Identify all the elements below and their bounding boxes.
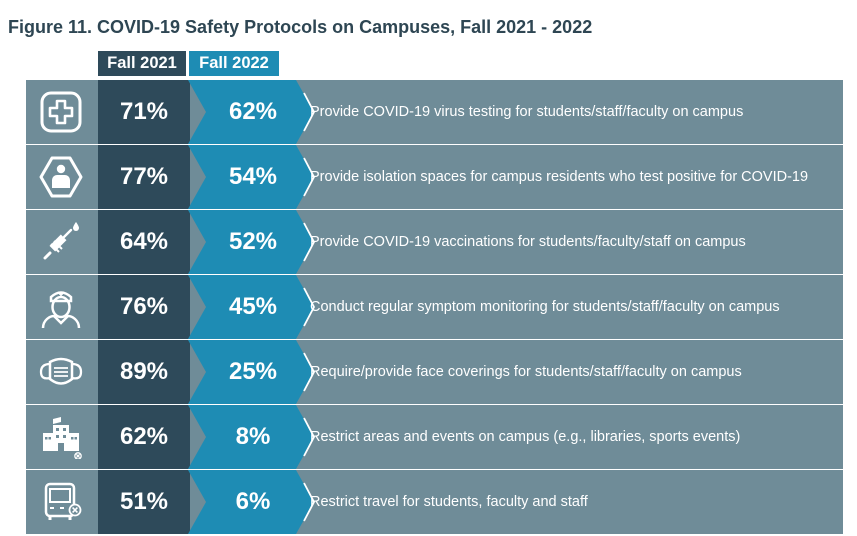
fall-2021-cell [98, 275, 190, 339]
fall-2022-value: 8% [235, 423, 271, 450]
nurse-icon [26, 275, 96, 339]
protocol-row: 51% 6% Restrict travel for students, facul… [26, 470, 843, 534]
fall-2021-value: 62% [119, 423, 169, 450]
fall-2021-cell [98, 405, 190, 469]
fall-2021-value: 51% [119, 488, 169, 515]
fall-2021-value: 64% [119, 228, 169, 255]
fall-2022-value: 6% [235, 488, 271, 515]
protocol-label: Provide isolation spaces for campus resi… [310, 169, 809, 185]
syringe-icon [26, 210, 96, 274]
figure-title: Figure 11. COVID-19 Safety Protocols on … [8, 17, 593, 37]
fall-2022-value: 62% [228, 98, 278, 125]
fall-2021-value: 89% [119, 358, 169, 385]
school-building-icon [26, 405, 96, 469]
fall-2021-value: 77% [119, 163, 169, 190]
fall-2021-value: 76% [119, 293, 169, 320]
header-fall-2021: Fall 2021 [98, 51, 186, 76]
fall-2021-cell [98, 145, 190, 209]
protocol-row: 89% 25% Require/provide face coverings for… [26, 340, 843, 404]
protocol-row: 62% 8% Restrict areas and events on campus… [26, 405, 843, 469]
protocol-row: 71% 62% Provide COVID-19 virus testing for… [26, 80, 843, 144]
protocol-row: 64% 52% Provide COVID-19 vaccinations for … [26, 210, 843, 274]
fall-2022-value: 45% [228, 293, 278, 320]
fall-2022-chevron [188, 80, 316, 144]
fall-2021-cell [98, 340, 190, 404]
face-mask-icon [26, 340, 96, 404]
protocol-row: 77% 54% Provide isolation spaces for campu… [26, 145, 843, 209]
protocol-label: Provide COVID-19 virus testing for stude… [310, 104, 744, 120]
protocol-row: 76% 45% Conduct regular symptom monitoring… [26, 275, 843, 339]
protocol-label: Restrict travel for students, faculty an… [310, 494, 588, 510]
fall-2022-chevron [188, 340, 316, 404]
fall-2022-chevron [188, 275, 316, 339]
fall-2022-value: 54% [228, 163, 278, 190]
fall-2021-value: 71% [119, 98, 169, 125]
fall-2021-cell [98, 80, 190, 144]
fall-2022-chevron [188, 405, 316, 469]
medical-cross-icon [26, 80, 96, 144]
fall-2021-cell [98, 470, 190, 534]
fall-2022-chevron [188, 145, 316, 209]
fall-2022-chevron [188, 470, 316, 534]
fall-2021-cell [98, 210, 190, 274]
bus-icon [26, 470, 96, 534]
protocol-label: Require/provide face coverings for stude… [310, 364, 742, 380]
fall-2022-chevron [188, 210, 316, 274]
fall-2022-value: 25% [228, 358, 278, 385]
header-fall-2022: Fall 2022 [189, 51, 279, 76]
fall-2022-value: 52% [228, 228, 278, 255]
isolation-person-icon [26, 145, 96, 209]
protocol-label: Restrict areas and events on campus (e.g… [310, 429, 741, 445]
protocol-label: Conduct regular symptom monitoring for s… [310, 299, 780, 315]
protocol-label: Provide COVID-19 vaccinations for studen… [310, 234, 746, 250]
